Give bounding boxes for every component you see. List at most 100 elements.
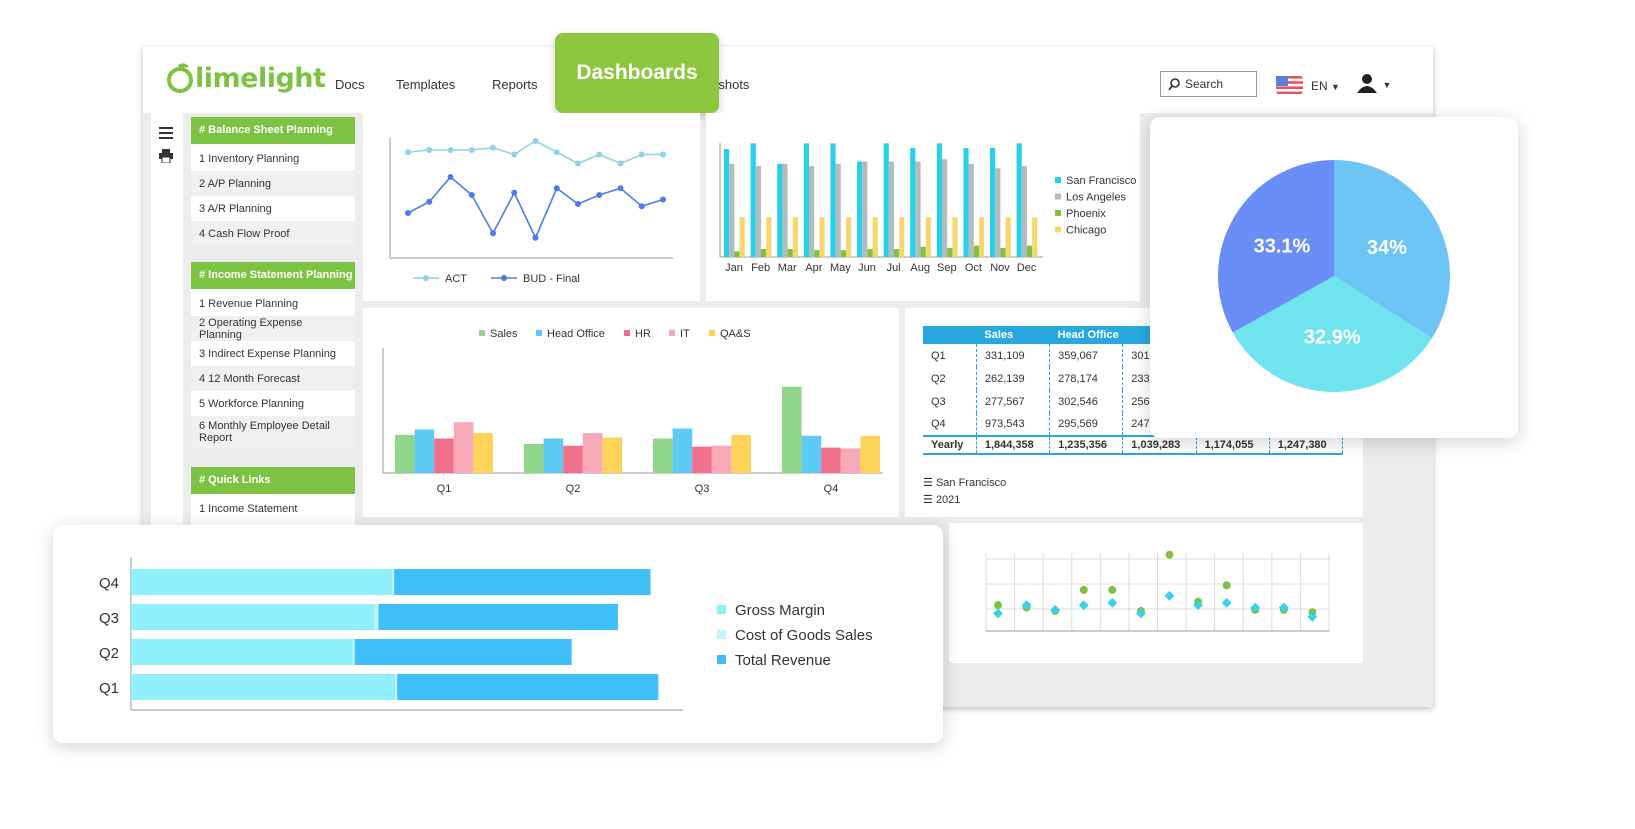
legend-label: BUD - Final [523, 273, 580, 285]
slice-label: 32.9% [1304, 326, 1361, 348]
tick-label: Q2 [99, 645, 119, 662]
menu-icon[interactable] [159, 127, 173, 139]
bar [394, 569, 651, 595]
data-point [405, 210, 411, 216]
language-selector[interactable]: EN ▼ [1311, 79, 1340, 93]
table-cell: 1,039,283 [1122, 435, 1197, 455]
bar [434, 438, 454, 473]
legend-swatch [1055, 193, 1061, 200]
sidebar-group-quick-links: # Quick Links 1 Income Statement [191, 467, 355, 527]
bar [1005, 217, 1011, 257]
monthly-bar-chart: Jan Feb Mar Apr May Jun Jul Aug Sep Oct Nov Dec San … [719, 143, 1136, 274]
data-point [447, 174, 454, 180]
bar [397, 674, 659, 700]
data-point [490, 144, 496, 151]
sidebar-item[interactable]: 1 Inventory Planning [199, 152, 300, 165]
quarterly-bar-chart: Q1 Q2 Q3 Q4 Sales Head Office HR IT QA&S [382, 328, 883, 495]
data-point [405, 149, 411, 156]
nav-reports[interactable]: Reports [492, 77, 538, 92]
slice-label: 34% [1367, 237, 1407, 259]
bar [352, 639, 355, 665]
filter-year[interactable]: ☰ 2021 [923, 493, 960, 506]
sidebar-group-title[interactable]: # Quick Links [191, 467, 355, 494]
pie-card: 34% 32.9% 33.1% [1150, 117, 1518, 438]
legend-swatch [717, 655, 726, 664]
pie-slice [1334, 160, 1450, 339]
nav-dashboards[interactable]: Dashboards [555, 33, 719, 113]
nav-templates[interactable]: Templates [396, 77, 456, 92]
sidebar-group-title[interactable]: # Income Statement Planning [191, 262, 355, 289]
legend-label: HR [635, 328, 651, 340]
us-flag-icon[interactable] [1276, 76, 1303, 94]
bar [729, 163, 735, 257]
legend-swatch [536, 330, 542, 336]
search-input[interactable]: Search [1160, 71, 1257, 97]
language-label: EN [1311, 79, 1328, 93]
bar [782, 163, 788, 257]
sidebar-item[interactable]: 6 Monthly Employee Detail Report [191, 416, 355, 448]
scatter-point [1078, 600, 1089, 611]
bar [414, 429, 435, 473]
logo[interactable]: limelight [165, 61, 326, 95]
print-icon[interactable] [159, 149, 173, 163]
bar [777, 163, 783, 257]
filter-city[interactable]: ☰ San Francisco [923, 476, 1006, 489]
sidebar-item[interactable]: 3 A/R Planning [199, 202, 272, 215]
bar [755, 166, 761, 257]
bar [131, 604, 375, 630]
sidebar-item[interactable]: 1 Income Statement [199, 502, 298, 515]
scatter-panel [949, 523, 1363, 663]
sidebar-item[interactable]: 2 Operating Expense Planning [191, 316, 355, 341]
bar [821, 447, 841, 473]
tick-label: Q1 [437, 483, 452, 495]
bar [131, 569, 393, 595]
sidebar-group-title[interactable]: # Balance Sheet Planning [191, 117, 355, 144]
scatter-point [1050, 604, 1061, 615]
bar [862, 161, 868, 257]
bar [963, 147, 969, 257]
tick-label: Aug [910, 262, 930, 274]
chevron-down-icon: ▼ [1331, 82, 1340, 92]
bar [894, 249, 900, 257]
series-line [407, 175, 664, 240]
row-label: Q1 [923, 344, 977, 367]
table-cell: 973,543 [976, 413, 1051, 436]
pie-chart: 34% 32.9% 33.1% [1218, 160, 1450, 392]
bar [872, 217, 878, 257]
tick-label: Q4 [99, 575, 119, 592]
table-header: Sales [976, 326, 1050, 344]
slice-label: 33.1% [1254, 235, 1311, 257]
table-row-yearly[interactable]: Yearly 1,844,358 1,235,356 1,039,283 1,174,0… [923, 435, 1344, 455]
sidebar-item[interactable]: 4 12 Month Forecast [191, 366, 355, 391]
data-point [638, 151, 645, 158]
user-icon [1357, 74, 1377, 93]
data-point [490, 230, 496, 237]
tick-label: Nov [990, 262, 1010, 274]
bar [1027, 245, 1033, 257]
legend-label: Los Angeles [1066, 192, 1126, 204]
scatter-point [1250, 602, 1261, 613]
legend-label: ACT [445, 273, 467, 285]
bar [524, 443, 544, 473]
bar [543, 438, 564, 473]
legend-label: Gross Margin [735, 602, 825, 619]
bar [395, 674, 398, 700]
sidebar-item[interactable]: 4 Cash Flow Proof [191, 221, 355, 246]
bar [979, 217, 985, 257]
tick-label: Q4 [824, 483, 839, 495]
bar [761, 249, 767, 257]
sidebar-item[interactable]: 5 Workforce Planning [199, 397, 304, 410]
legend-label: Chicago [1066, 225, 1106, 237]
scatter-point [993, 608, 1003, 619]
pie-slice [1218, 160, 1334, 333]
nav-docs[interactable]: Docs [335, 77, 365, 92]
bar [973, 245, 979, 257]
bar [936, 143, 942, 257]
sidebar-item[interactable]: 3 Indirect Expense Planning [199, 347, 336, 360]
user-menu[interactable]: ▼ [1356, 73, 1391, 98]
sidebar-item[interactable]: 1 Revenue Planning [199, 297, 299, 310]
sidebar-item[interactable]: 2 A/P Planning [191, 171, 355, 196]
bar [860, 435, 880, 473]
legend-swatch [1055, 177, 1061, 183]
table-cell: 1,235,356 [1049, 435, 1124, 455]
